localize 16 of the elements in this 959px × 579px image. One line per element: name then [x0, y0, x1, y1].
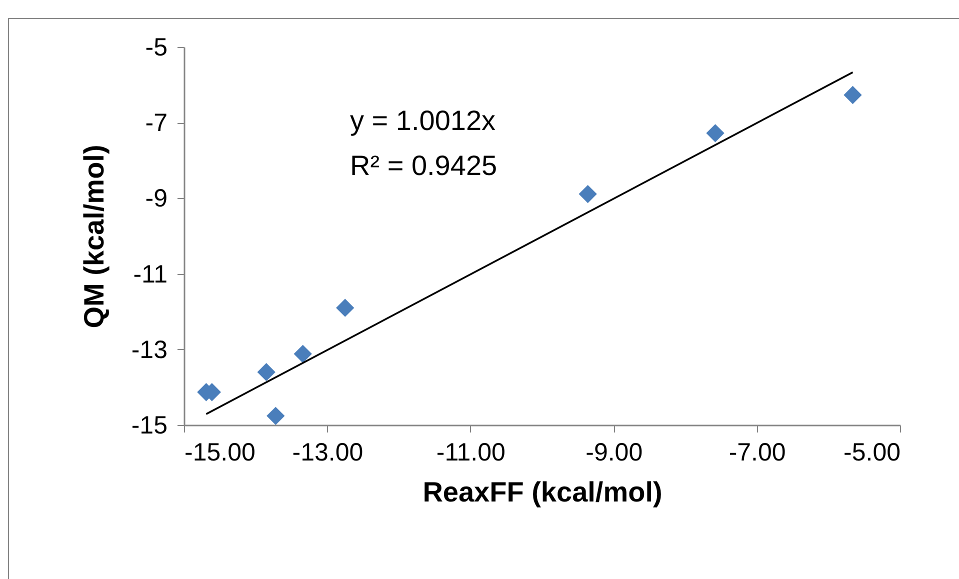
- x-axis-title: ReaxFF (kcal/mol): [422, 476, 662, 508]
- x-tick-label: -7.00: [728, 438, 786, 466]
- y-axis-title: QM (kcal/mol): [78, 144, 110, 328]
- x-tick-label: -15.00: [184, 438, 256, 466]
- x-tick-label: -11.00: [436, 438, 506, 466]
- annotation: y = 1.0012x: [350, 105, 496, 136]
- y-tick-label: -13: [131, 336, 168, 364]
- x-tick-label: -5.00: [844, 438, 900, 466]
- annotation: R² = 0.9425: [350, 150, 498, 181]
- y-tick-label: -7: [145, 109, 168, 138]
- x-tick-label: -13.00: [292, 438, 364, 466]
- x-tick-label: -9.00: [586, 438, 643, 466]
- y-tick-label: -15: [131, 412, 168, 440]
- y-tick-label: -9: [145, 184, 168, 213]
- y-tick-label: -11: [133, 260, 168, 288]
- y-tick-label: -5: [145, 34, 168, 62]
